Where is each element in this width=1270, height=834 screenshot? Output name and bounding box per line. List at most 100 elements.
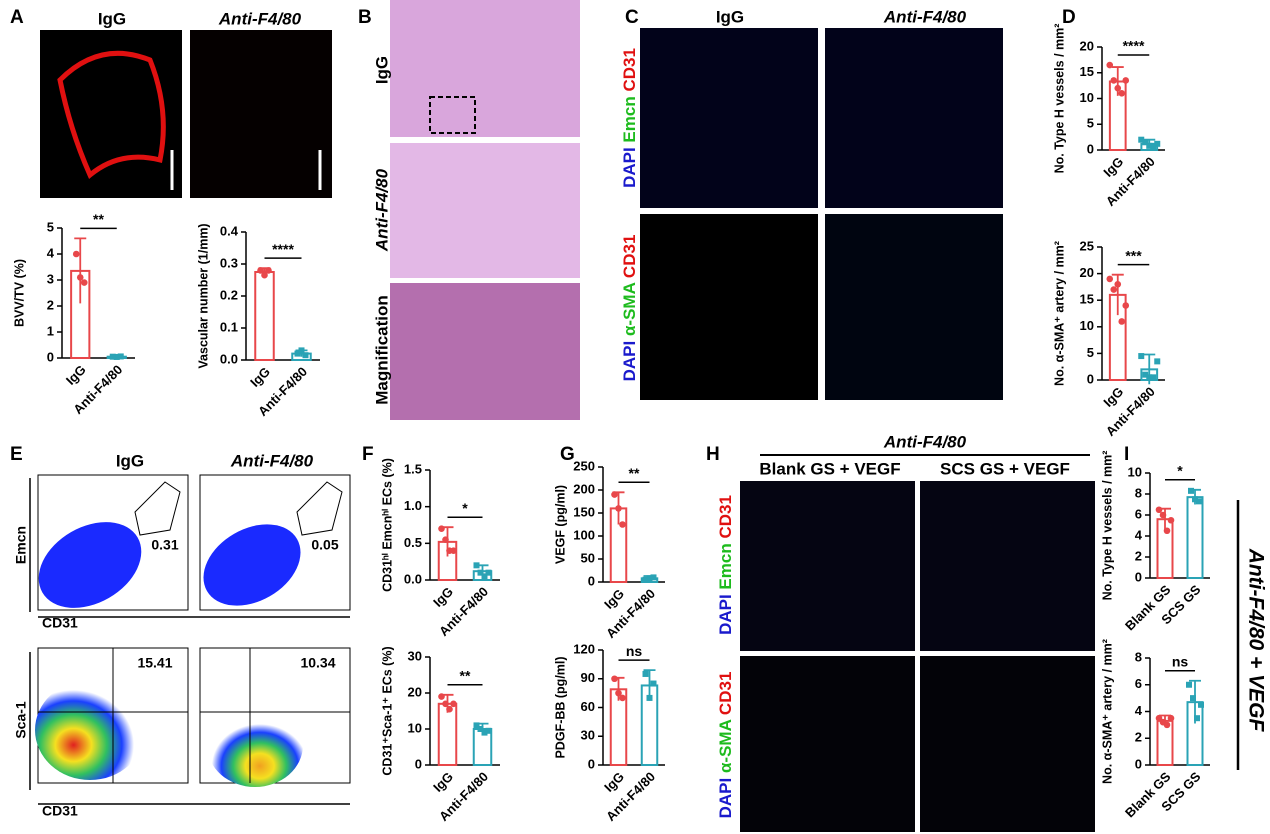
bar [254,271,275,361]
data-point [1118,90,1126,97]
data-point [80,279,88,286]
x-tick-label: IgG [601,586,627,612]
y-tick-label: 30 [581,728,595,743]
y-tick-label: 1.5 [404,461,422,476]
x-tick-label: IgG [430,584,456,610]
y-tick-label: 25 [1080,238,1094,253]
data-point [265,267,272,274]
image [920,656,1095,832]
y-tick-label: 50 [581,550,595,565]
data-point [450,547,457,554]
significance: * [1177,463,1183,479]
y-axis-label: No. α-SMA⁺ artery / mm² [1100,639,1114,784]
data-point [302,352,309,359]
significance: **** [272,241,294,257]
significance: *** [1125,247,1142,263]
data-point [117,353,124,360]
y-tick-label: 4 [1135,703,1143,718]
image [640,214,818,400]
header: Anti-F4/80 [230,451,314,470]
y-tick-label: 30 [408,648,422,663]
gate-value: 0.31 [151,537,178,553]
stain: CD31 [716,495,735,538]
density [207,703,303,787]
y-tick-label: 15 [1080,64,1094,79]
data-point [477,726,484,732]
stain: α-SMA [716,719,735,773]
y-tick-label: 1 [47,323,54,338]
y-tick-label: 6 [1135,506,1142,521]
y-tick-label: 8 [1135,649,1142,664]
y-tick-label: 0.4 [220,223,239,238]
y-tick-label: 8 [1135,485,1142,500]
stain-label: DAPI Emcn CD31 [716,495,735,635]
y-tick-label: 120 [573,641,595,656]
y-tick-label: 60 [581,699,595,714]
data-point [611,491,618,498]
density [35,680,145,780]
data-point [1118,318,1126,325]
data-point [1110,77,1118,84]
data-point [1142,371,1149,378]
stain-label: DAPI Emcn CD31 [620,48,639,188]
stain-label: DAPI α-SMA CD31 [620,235,639,382]
y-tick-label: 100 [573,527,595,542]
axis-label: CD31 [42,615,78,631]
header: IgG [116,451,144,470]
data-point [1192,496,1198,503]
data-point [438,525,445,532]
header: IgG [98,9,126,28]
density [203,524,301,606]
stain: Emcn [620,96,639,142]
gate-value: 0.05 [311,537,338,553]
y-tick-label: 0.0 [220,351,238,366]
row-label: Magnification [372,295,391,405]
y-tick-label: 20 [408,684,422,699]
data-point [446,705,453,713]
data-point [473,562,480,569]
y-axis-label: CD31ʰⁱ Emcnʰⁱ ECs (%) [380,458,394,592]
image [390,143,580,278]
data-point [1194,715,1200,722]
y-tick-label: 0.0 [404,571,422,586]
significance: ns [626,643,643,659]
axis-label: Emcn [13,526,29,564]
data-point [1138,353,1145,360]
image [640,28,818,208]
density [38,522,142,608]
y-tick-label: 0.2 [220,287,238,302]
data-point [72,250,80,258]
y-tick-label: 2 [47,297,54,312]
image [390,283,580,420]
data-point [646,575,653,582]
y-tick-label: 1.0 [404,498,422,513]
bar [1186,496,1204,579]
data-point [442,536,449,543]
data-point [1142,139,1149,146]
y-axis-label: No. α-SMA⁺ artery / mm² [1052,241,1066,386]
axis-label: Sca-1 [13,701,29,739]
row-label: Anti-F4/80 [372,168,391,252]
y-tick-label: 150 [573,504,595,519]
quadrant-value: 15.41 [137,655,172,671]
y-axis-label: BVV/TV (%) [12,259,26,327]
image [740,481,915,651]
data-point [481,729,488,736]
data-point [257,267,264,274]
data-point [1122,302,1130,309]
data-point [1196,498,1202,505]
data-point [1146,142,1153,149]
data-point [1198,701,1204,708]
data-point [76,274,84,281]
y-axis-label: PDGF-BB (pg/ml) [553,656,567,758]
significance: * [462,500,468,516]
gate [296,481,343,536]
data-point [619,521,626,528]
data-point [1146,374,1153,381]
stain: CD31 [620,235,639,278]
x-tick-label: IgG [1100,154,1126,180]
error-bar [74,237,87,304]
image [190,30,332,198]
data-point [1159,511,1167,519]
x-tick-label: IgG [430,769,456,795]
